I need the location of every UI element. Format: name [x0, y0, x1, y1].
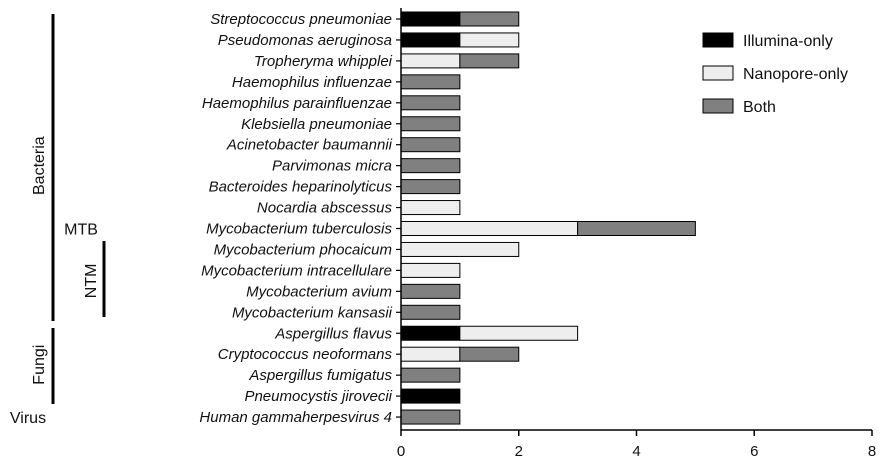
legend-swatch	[702, 65, 734, 81]
legend: Illumina-only Nanopore-only Both	[702, 32, 848, 116]
category-label: Aspergillus fumigatus	[248, 367, 392, 384]
x-tick-label: 4	[632, 443, 640, 460]
category-label: Klebsiella pneumoniae	[241, 116, 392, 133]
axes: 0 2 4 6 8	[396, 8, 876, 460]
category-label: Bacteroides heparinolyticus	[209, 179, 393, 196]
bar-segment	[400, 95, 461, 111]
category-label: Pseudomonas aeruginosa	[218, 32, 392, 49]
category-labels: Streptococcus pneumoniae Pseudomonas aeru…	[199, 11, 392, 426]
group-brackets: Bacteria MTB NTM Fungi Virus	[10, 14, 106, 427]
bar-segment	[400, 409, 461, 425]
category-label: Mycobacterium kansasii	[232, 304, 393, 321]
category-label: Human gammaherpesvirus 4	[199, 409, 392, 426]
bar-segment	[400, 53, 461, 69]
bar-segment	[459, 53, 520, 69]
x-tick-label: 8	[868, 443, 876, 460]
category-label: Mycobacterium phocaicum	[214, 241, 392, 258]
bar-segment	[400, 158, 461, 174]
bar-segment	[400, 179, 461, 195]
category-label: Streptococcus pneumoniae	[210, 11, 392, 28]
x-tick-label: 6	[750, 443, 758, 460]
legend-swatch	[702, 32, 734, 48]
bar-segment	[400, 137, 461, 153]
bar-segment	[459, 325, 579, 341]
x-tick-label: 0	[397, 443, 405, 460]
category-label: Mycobacterium avium	[246, 283, 392, 300]
category-label: Aspergillus flavus	[274, 325, 392, 342]
group-label: Virus	[10, 410, 46, 427]
bar-segment	[400, 11, 461, 27]
category-label: Tropheryma whipplei	[254, 53, 393, 70]
bars	[400, 11, 696, 425]
category-label: Pneumocystis jirovecii	[244, 388, 392, 405]
bar-segment	[459, 32, 520, 48]
category-label: Acinetobacter baumannii	[226, 137, 393, 154]
bar-segment	[400, 325, 461, 341]
legend-swatch	[702, 98, 734, 114]
category-label: Cryptococcus neoformans	[218, 346, 393, 363]
bar-segment	[577, 221, 696, 236]
group-label: Bacteria	[31, 136, 48, 195]
bar-segment	[400, 262, 461, 278]
category-label: Parvimonas micra	[272, 158, 392, 175]
group-label: Fungi	[31, 345, 48, 385]
legend-label: Illumina-only	[743, 33, 833, 50]
legend-label: Nanopore-only	[743, 66, 848, 83]
category-label: Mycobacterium intracellulare	[201, 262, 392, 279]
bar-segment	[400, 241, 520, 257]
category-label: Haemophilus parainfluenzae	[202, 95, 392, 112]
bar-segment	[400, 304, 461, 320]
bar-segment	[400, 221, 579, 236]
group-label: MTB	[64, 222, 98, 239]
bar-segment	[400, 346, 461, 362]
group-label: NTM	[83, 264, 100, 299]
bar-segment	[400, 200, 461, 216]
bar-segment	[459, 11, 520, 27]
x-tick-label: 2	[515, 443, 523, 460]
category-label: Nocardia abscessus	[257, 200, 393, 217]
bar-segment	[400, 283, 461, 299]
bar-segment	[459, 346, 520, 362]
bar-segment	[400, 32, 461, 48]
category-label: Mycobacterium tuberculosis	[206, 221, 392, 238]
bar-segment	[400, 74, 461, 90]
legend-label: Both	[743, 99, 776, 116]
bar-segment	[400, 116, 461, 132]
bar-segment	[400, 367, 461, 383]
category-label: Haemophilus influenzae	[232, 74, 392, 91]
bar-segment	[400, 388, 461, 404]
